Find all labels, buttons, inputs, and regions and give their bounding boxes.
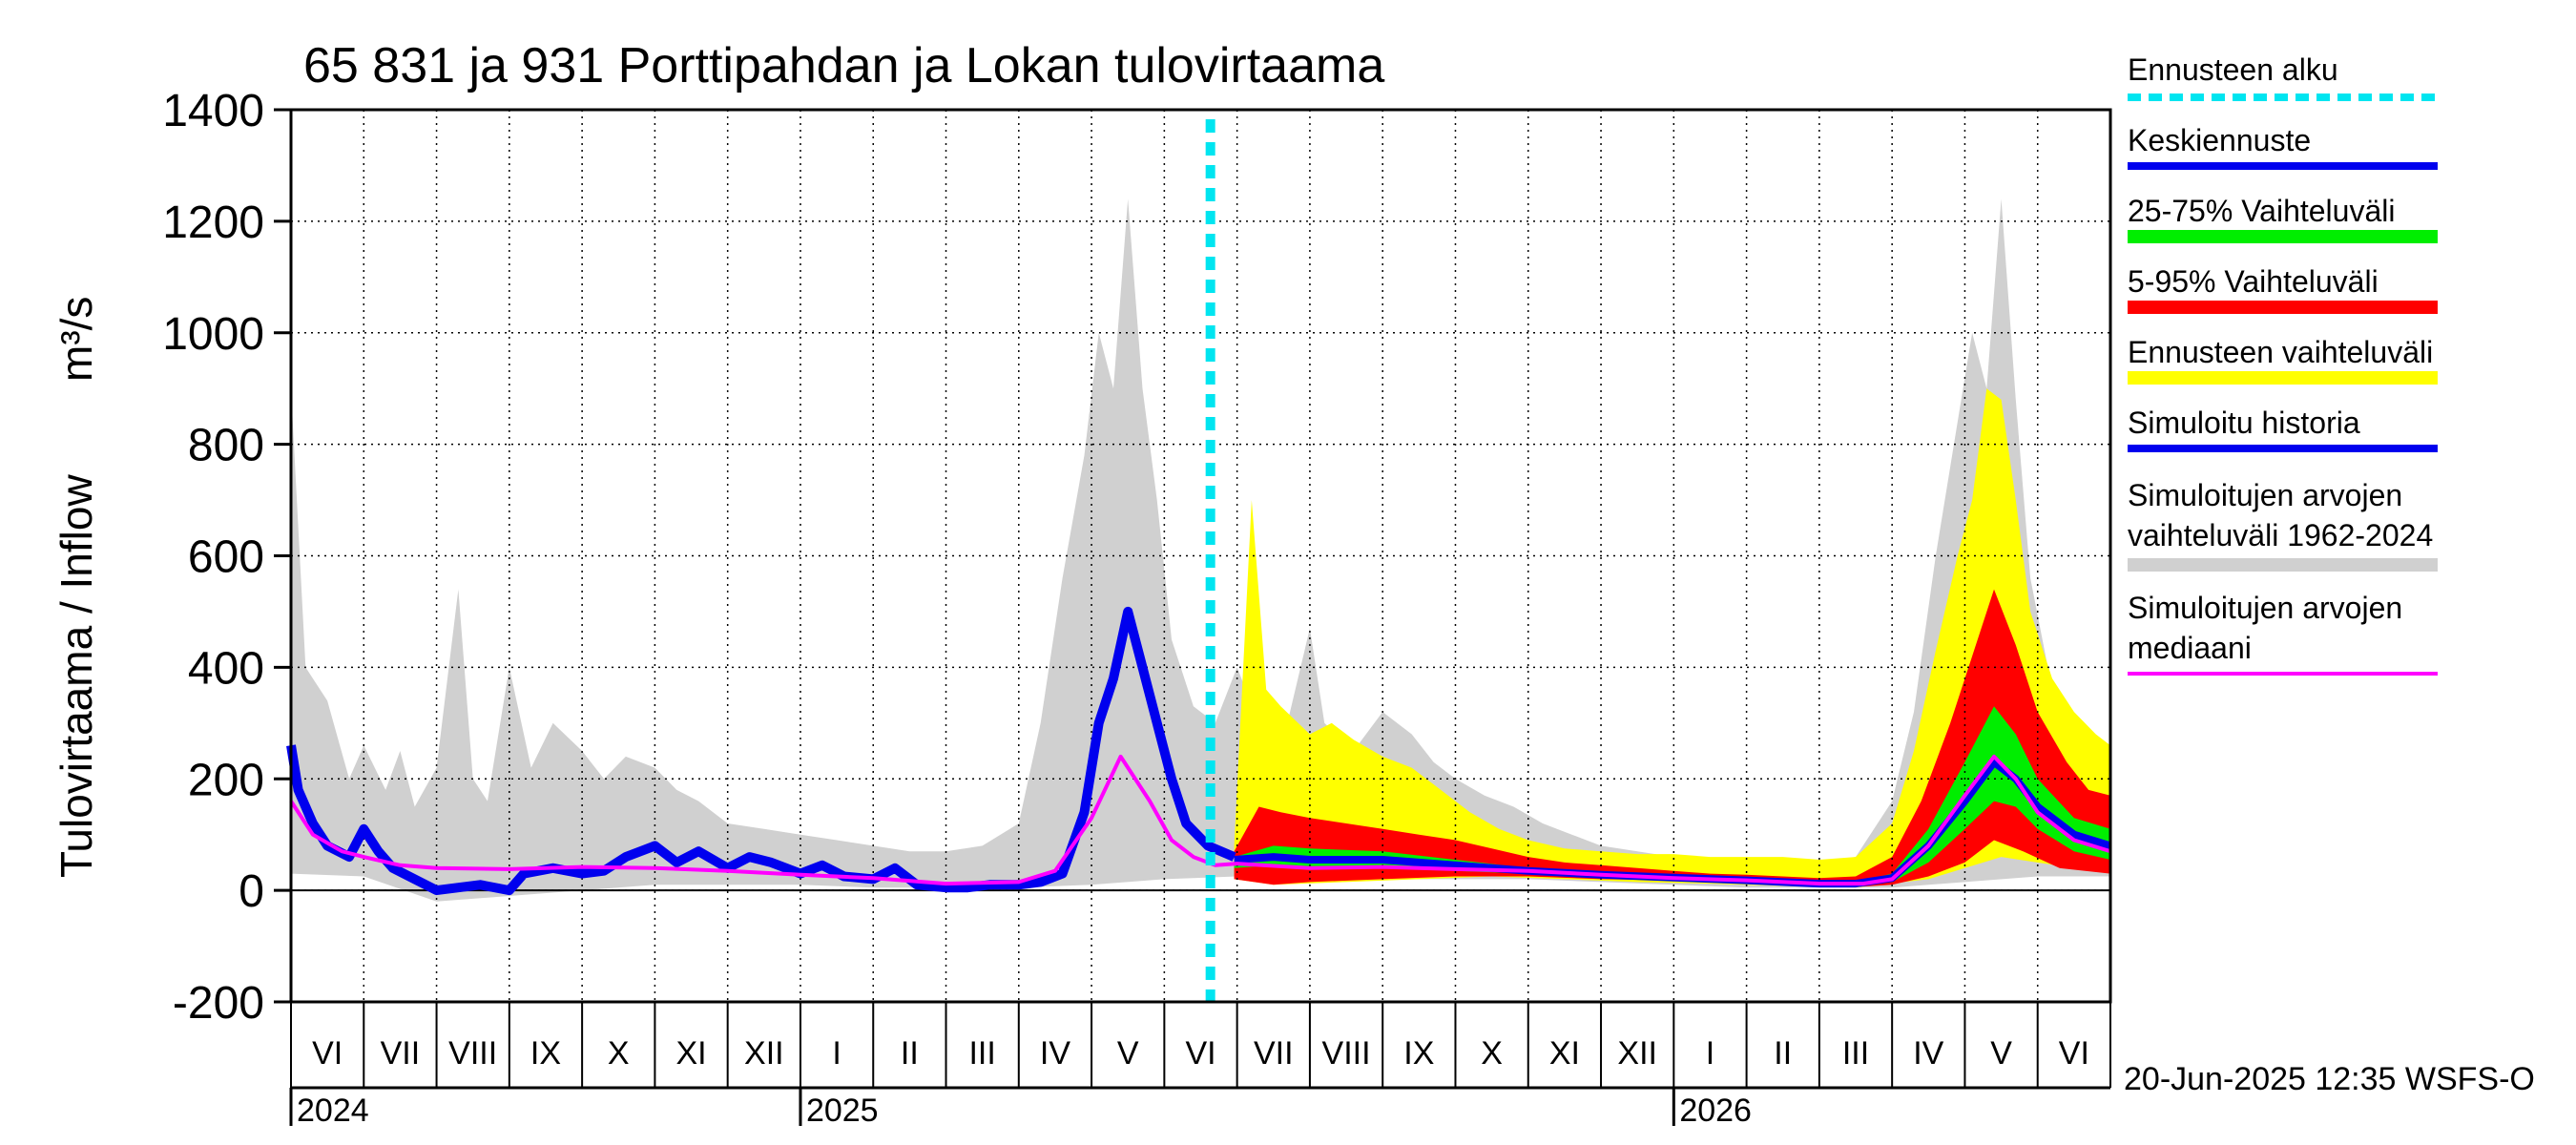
y-tick-label-200: 200	[188, 755, 264, 805]
legend-label-5: Simuloitu historia	[2128, 406, 2360, 440]
data-bands	[291, 198, 2110, 902]
month-label-21: III	[1842, 1035, 1869, 1072]
legend-label-6: Simuloitujen arvojen vaihteluväli 1962-20…	[2128, 478, 2433, 552]
y-tick-label-0: 0	[239, 866, 264, 917]
year-label-2024: 2024	[297, 1093, 369, 1129]
month-label-10: IV	[1040, 1035, 1070, 1072]
legend-label-4: Ennusteen vaihteluväli	[2128, 335, 2433, 369]
y-tick-label-1400: 1400	[162, 86, 264, 136]
month-label-12: VI	[1185, 1035, 1215, 1072]
month-label-23: V	[1990, 1035, 2012, 1072]
y-axis-label: Tulovirtaama / Inflow	[52, 474, 101, 878]
legend-label-0: Ennusteen alku	[2128, 52, 2338, 87]
month-label-7: I	[832, 1035, 841, 1072]
y-axis-unit: m³/s	[52, 297, 101, 382]
month-label-16: X	[1481, 1035, 1503, 1072]
month-label-24: VI	[2059, 1035, 2089, 1072]
month-label-13: VII	[1254, 1035, 1294, 1072]
grid-lines	[291, 110, 2110, 1002]
y-tick-label-800: 800	[188, 421, 264, 471]
y-tick-label-600: 600	[188, 532, 264, 583]
y-tick-label-400: 400	[188, 643, 264, 694]
y-tick-label--200: -200	[173, 978, 264, 1029]
legend-label-3: 5-95% Vaihteluväli	[2128, 264, 2379, 299]
legend: Ennusteen alku Keskiennuste 25-75% Vaihtel…	[2128, 52, 2438, 676]
legend-label-2: 25-75% Vaihteluväli	[2128, 194, 2395, 228]
band-historical-range	[291, 198, 2110, 902]
line-simulated-history	[286, 606, 1236, 896]
year-label-2026: 2026	[1679, 1093, 1752, 1129]
month-label-2: VIII	[448, 1035, 497, 1072]
month-label-11: V	[1117, 1035, 1139, 1072]
y-tick-label-1200: 1200	[162, 198, 264, 248]
month-label-9: III	[968, 1035, 995, 1072]
y-tick-label-1000: 1000	[162, 309, 264, 360]
month-label-18: XII	[1617, 1035, 1657, 1072]
month-label-1: VII	[381, 1035, 421, 1072]
month-label-4: X	[608, 1035, 630, 1072]
year-label-2025: 2025	[806, 1093, 879, 1129]
legend-label-1: Keskiennuste	[2128, 123, 2311, 157]
legend-label-7: Simuloitujen arvojen mediaani	[2128, 591, 2402, 665]
month-label-5: XI	[675, 1035, 706, 1072]
timestamp: 20-Jun-2025 12:35 WSFS-O	[2124, 1061, 2535, 1097]
data-lines	[286, 119, 2112, 1002]
month-label-20: II	[1774, 1035, 1792, 1072]
month-label-0: VI	[312, 1035, 343, 1072]
month-label-19: I	[1706, 1035, 1714, 1072]
month-label-22: IV	[1913, 1035, 1943, 1072]
month-label-15: IX	[1403, 1035, 1434, 1072]
month-label-3: IX	[530, 1035, 561, 1072]
chart-title: 65 831 ja 931 Porttipahdan ja Lokan tulo…	[303, 38, 1384, 94]
month-label-8: II	[901, 1035, 919, 1072]
line-historical-median	[289, 754, 2111, 886]
month-label-14: VIII	[1322, 1035, 1371, 1072]
month-label-6: XII	[744, 1035, 784, 1072]
month-label-17: XI	[1549, 1035, 1580, 1072]
